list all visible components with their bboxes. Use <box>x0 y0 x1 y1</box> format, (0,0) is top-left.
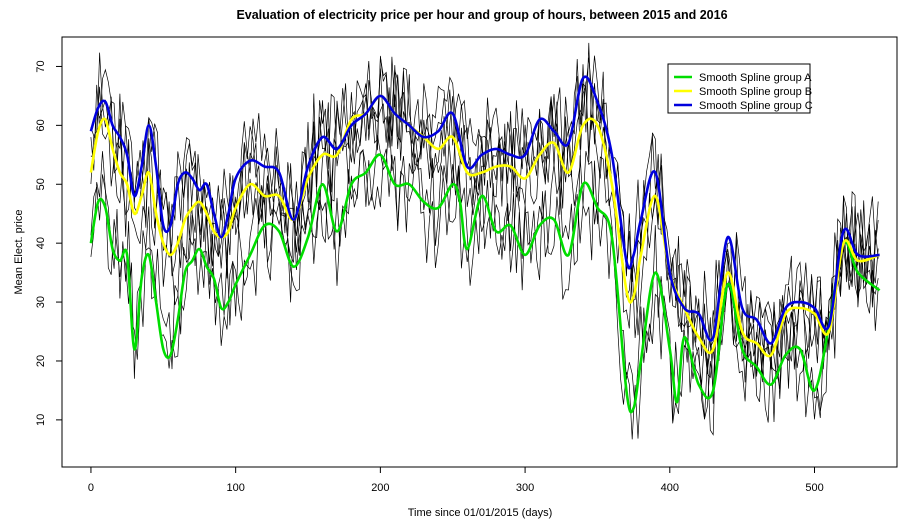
raw-price-line <box>90 57 879 383</box>
smooth-spline-lines <box>89 75 881 414</box>
y-tick-label: 50 <box>35 178 47 190</box>
x-tick-label: 400 <box>661 482 679 494</box>
chart-title: Evaluation of electricity price per hour… <box>236 8 727 22</box>
x-tick-label: 100 <box>226 482 244 494</box>
y-tick-label: 10 <box>35 414 47 426</box>
y-tick-label: 60 <box>35 119 47 131</box>
x-axis: 0 100 200 300 400 500 <box>88 466 824 494</box>
legend: Smooth Spline group A Smooth Spline group… <box>667 63 813 114</box>
x-tick-label: 300 <box>516 482 534 494</box>
y-axis: 10 20 30 40 50 60 70 <box>35 60 63 426</box>
x-tick-label: 0 <box>88 482 94 494</box>
raw-price-line <box>90 42 879 370</box>
y-tick-label: 40 <box>35 237 47 249</box>
x-tick-label: 500 <box>805 482 823 494</box>
y-tick-label: 20 <box>35 355 47 367</box>
legend-label: Smooth Spline group B <box>699 86 812 98</box>
x-axis-label: Time since 01/01/2015 (days) <box>408 507 553 519</box>
series-line-3 <box>89 75 880 345</box>
y-axis-label: Mean Elect. price <box>13 210 25 295</box>
y-tick-label: 30 <box>35 296 47 308</box>
legend-label: Smooth Spline group A <box>699 72 812 84</box>
y-tick-label: 70 <box>35 60 47 72</box>
legend-label: Smooth Spline group C <box>699 100 813 112</box>
series-line-2 <box>89 94 881 358</box>
x-tick-label: 200 <box>371 482 389 494</box>
series-line-1 <box>89 153 881 414</box>
